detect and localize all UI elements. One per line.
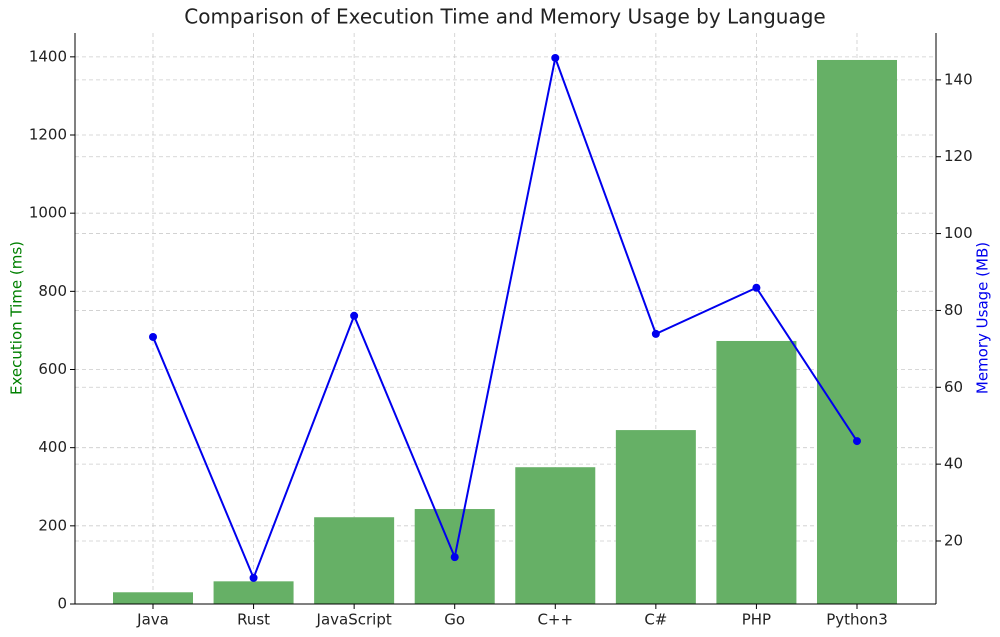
bar [213, 581, 294, 604]
y-tick-label: 800 [38, 282, 67, 300]
point [149, 332, 157, 341]
x-tick-label: C# [644, 611, 667, 629]
x-tick-label: JavaScript [316, 611, 392, 629]
point [651, 329, 660, 338]
y-tick-label: 200 [38, 516, 67, 534]
bar [816, 59, 897, 604]
y2-tick-label: 20 [944, 531, 963, 549]
x-tick-label: C++ [537, 611, 573, 629]
point [450, 553, 459, 562]
bar [615, 430, 696, 604]
x-tick-label: Rust [237, 611, 270, 629]
point [551, 53, 560, 62]
y-tick-label: 1400 [29, 47, 67, 65]
bar [314, 517, 395, 604]
y-tick-label: 600 [38, 360, 67, 378]
point [852, 437, 861, 446]
y2-tick-label: 80 [944, 301, 963, 319]
y2-tick-label: 120 [944, 147, 973, 165]
y2-axis-label: Memory Usage (MB) [974, 242, 992, 394]
y-tick-label: 400 [38, 438, 67, 456]
y2-tick-label: 60 [944, 378, 963, 396]
x-tick-label: Go [444, 611, 465, 629]
chart-title: Comparison of Execution Time and Memory … [184, 5, 825, 29]
point [350, 311, 359, 320]
y-axis-label: Execution Time (ms) [8, 241, 26, 395]
line [152, 54, 858, 581]
x-tick-label: PHP [742, 611, 771, 629]
y-tick-label: 0 [57, 595, 67, 613]
y-tick-label: 1000 [29, 204, 67, 222]
x-tick-label: Python3 [826, 611, 888, 629]
bar [515, 467, 596, 604]
y-tick-label: 1200 [29, 126, 67, 144]
y2-tick-label: 100 [944, 224, 973, 242]
bar [716, 340, 797, 604]
point [249, 573, 258, 582]
y2-tick-label: 140 [944, 70, 973, 88]
x-tick-label: Java [136, 611, 169, 629]
bar [113, 592, 193, 604]
point [752, 283, 761, 292]
y2-tick-label: 40 [944, 455, 963, 473]
